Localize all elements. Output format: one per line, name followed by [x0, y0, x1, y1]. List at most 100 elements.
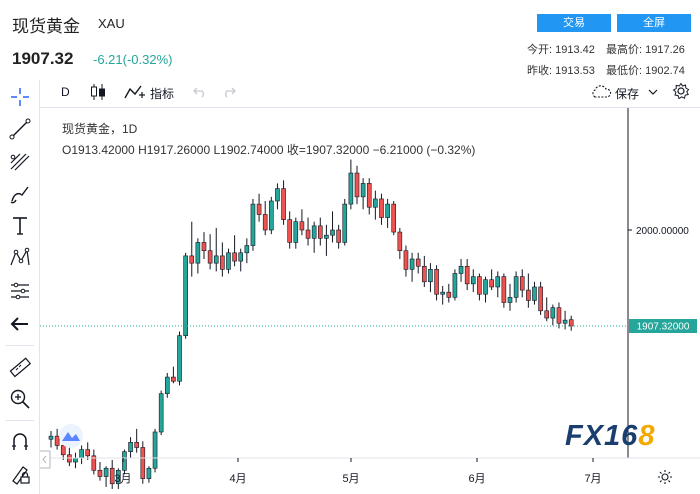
candle-body — [526, 289, 531, 301]
candle-body — [489, 279, 494, 288]
candle-body — [397, 231, 403, 252]
chevron-down-icon[interactable] — [648, 88, 658, 96]
candle-body — [434, 269, 439, 295]
candle-body — [409, 258, 415, 270]
zoom-in-icon[interactable] — [8, 387, 32, 411]
candle-body — [477, 276, 482, 295]
indicators-button[interactable]: 指标 — [150, 87, 175, 101]
candle-body — [287, 219, 292, 243]
candle-body — [281, 188, 286, 220]
fullscreen-button[interactable]: 全屏 — [617, 14, 691, 32]
chart-nav-arrows[interactable] — [40, 450, 51, 469]
current-price: 1907.32 — [12, 49, 74, 68]
candle-body — [483, 279, 488, 295]
cloud-icon[interactable] — [590, 85, 612, 99]
open-label: 今开: — [527, 44, 553, 56]
candle-body — [269, 200, 274, 231]
candle-body — [164, 376, 170, 394]
candle-body — [348, 172, 354, 205]
candle-body — [538, 286, 543, 312]
candle-body — [299, 221, 305, 231]
candle-body — [336, 229, 341, 243]
candle-body — [73, 457, 78, 463]
candle-body — [379, 198, 384, 218]
ruler-icon[interactable] — [8, 355, 32, 379]
redo-icon[interactable] — [222, 86, 236, 98]
candle-body — [556, 307, 562, 324]
candle-body — [452, 273, 458, 298]
candle-body — [262, 214, 268, 231]
indicators-icon[interactable] — [124, 83, 146, 101]
candle-body — [250, 203, 256, 246]
candle-body — [146, 467, 152, 479]
text-tool-icon[interactable] — [8, 214, 32, 238]
candle-body — [360, 183, 366, 198]
candle-body — [317, 225, 323, 239]
prev-close-stat: 昨收: 1913.53 — [527, 62, 595, 78]
candle-body — [226, 252, 231, 270]
x-tick-label: 6月 — [468, 473, 485, 485]
candle-body — [544, 310, 550, 319]
candle-body — [275, 188, 280, 202]
interval-button[interactable]: D — [61, 85, 70, 99]
back-arrow-icon[interactable] — [8, 312, 32, 336]
candle-body — [79, 449, 84, 459]
open-value: 1913.42 — [555, 44, 595, 56]
candle-body — [103, 467, 109, 477]
candle-body — [158, 393, 164, 433]
drawing-toolbar — [0, 80, 40, 494]
lock-drawing-icon[interactable] — [8, 462, 32, 486]
y-tick-label: 2000.00000 — [636, 226, 689, 237]
candle-body — [183, 255, 188, 336]
candle-body — [440, 291, 445, 295]
candle-body — [550, 307, 556, 319]
candle-body — [354, 172, 360, 198]
candle-body — [109, 467, 115, 485]
save-button[interactable]: 保存 — [615, 87, 640, 101]
undo-icon[interactable] — [193, 86, 207, 98]
last-price-tag — [629, 319, 697, 333]
magnet-icon[interactable] — [8, 430, 32, 454]
candle-body — [54, 435, 60, 446]
trend-line-icon[interactable] — [8, 117, 32, 141]
candle-body — [519, 276, 525, 291]
candle-body — [85, 449, 91, 457]
candle-body — [458, 265, 464, 274]
candle-body — [213, 255, 219, 264]
prev-close-label: 昨收: — [527, 65, 553, 77]
fib-channel-icon[interactable] — [8, 149, 32, 173]
candle-body — [97, 470, 103, 477]
candlestick-chart[interactable]: 2000.00000 3月 4月 5月 6月 7月 1907.32000 — [40, 108, 700, 494]
x-tick-label: 3月 — [114, 473, 131, 485]
candle-body — [507, 297, 513, 303]
x-tick-label: 4月 — [229, 473, 246, 485]
price-change: -6.21(-0.32%) — [93, 52, 173, 67]
pattern-icon[interactable] — [8, 246, 32, 270]
candle-body — [532, 286, 537, 301]
high-value: 1917.26 — [645, 44, 685, 56]
settings-small-icon[interactable] — [658, 470, 672, 484]
candle-body — [403, 250, 409, 270]
crosshair-icon[interactable] — [8, 85, 32, 109]
candle-body — [244, 245, 250, 254]
trade-button[interactable]: 交易 — [537, 14, 611, 32]
candle-body — [238, 252, 244, 262]
candle-body — [122, 451, 127, 471]
candle-body — [256, 203, 262, 215]
tool-divider — [6, 420, 34, 421]
low-label: 最低价: — [606, 65, 643, 77]
brush-icon[interactable] — [8, 182, 32, 206]
candle-body — [60, 445, 66, 456]
low-value: 1902.74 — [645, 65, 685, 77]
market-gap-icon[interactable] — [59, 424, 83, 448]
candle-body — [311, 225, 317, 239]
chart-legend-ohlc: O1913.42000 H1917.26000 L1902.74000 收=19… — [62, 143, 476, 157]
position-tool-icon[interactable] — [8, 279, 32, 303]
open-stat: 今开: 1913.42 — [527, 41, 595, 57]
candle-type-icon[interactable] — [90, 83, 106, 101]
candle-body — [568, 319, 574, 327]
candle-body — [305, 229, 311, 239]
candle-body — [562, 319, 568, 324]
settings-gear-icon[interactable] — [672, 82, 690, 100]
candle-body — [220, 255, 225, 270]
